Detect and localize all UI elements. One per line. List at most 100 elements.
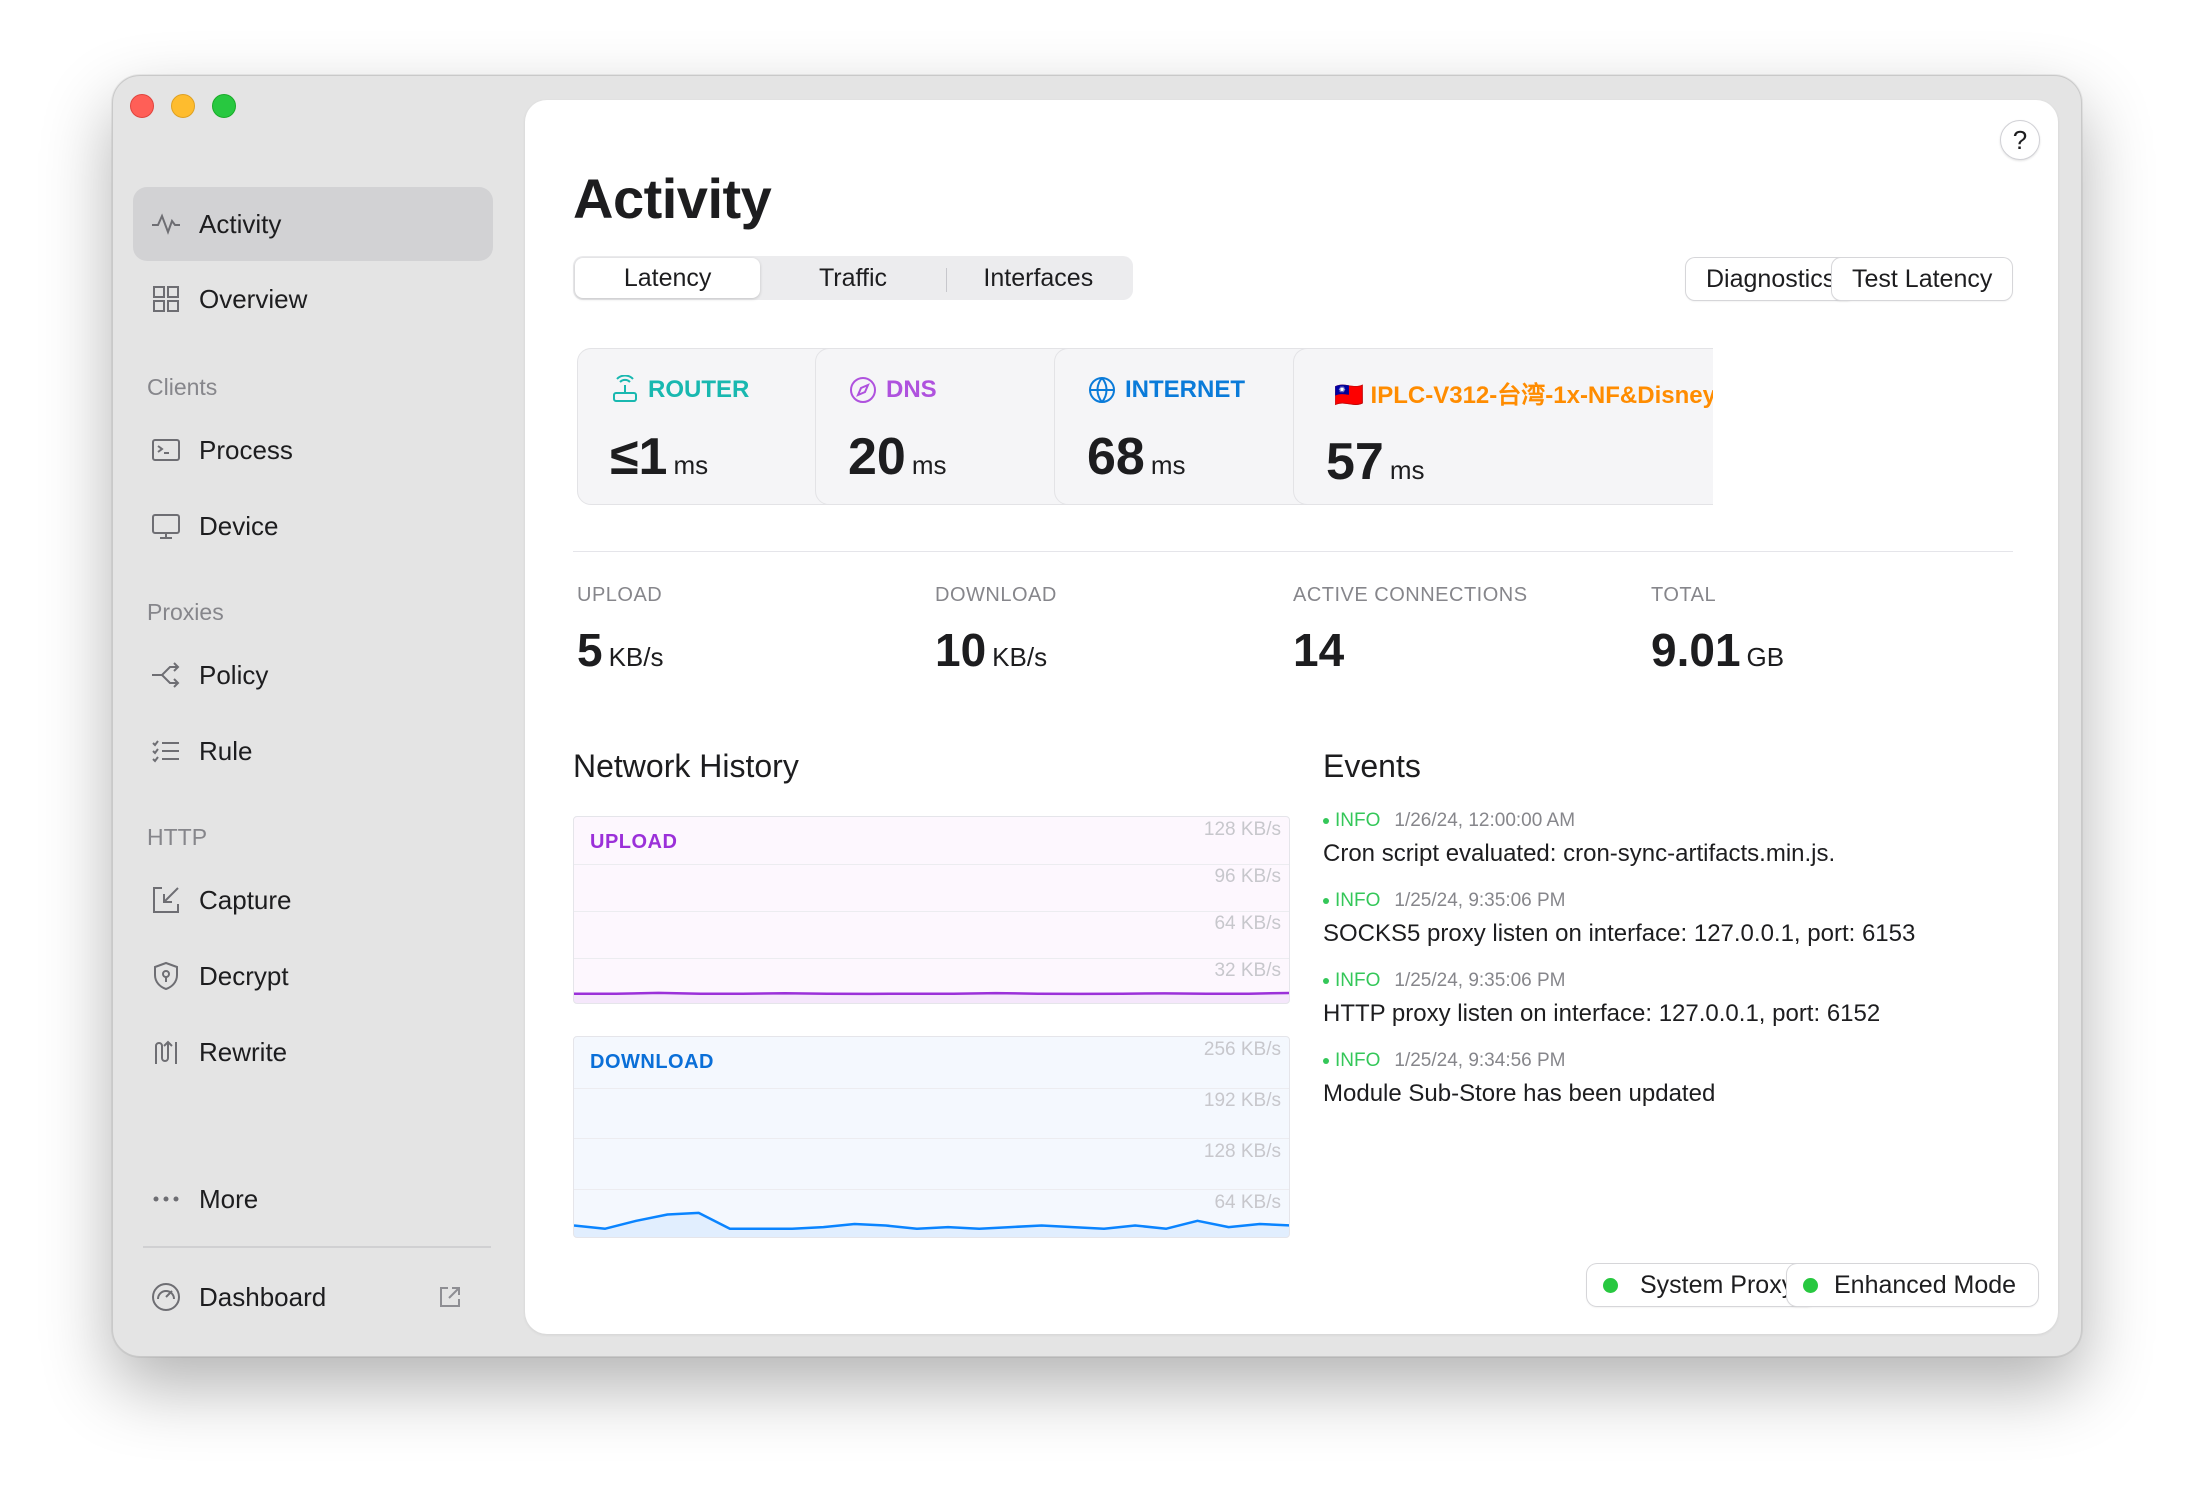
chart-series-line — [574, 991, 1289, 996]
zoom-window-button[interactable] — [212, 94, 236, 118]
upload-tick-label: 64 KB/s — [1214, 913, 1281, 934]
network-history-title: Network History — [573, 748, 799, 784]
event-message: SOCKS5 proxy listen on interface: 127.0.… — [1323, 920, 1916, 947]
router-icon — [613, 375, 637, 402]
total-stat-value: 9.01 — [1651, 624, 1741, 676]
dns-label: DNS — [886, 376, 937, 403]
tab-traffic[interactable]: Traffic — [818, 263, 888, 292]
chart-area — [574, 992, 1289, 1003]
event-time: 1/25/24, 9:35:06 PM — [1394, 970, 1566, 991]
sidebar-item-activity[interactable]: Activity — [133, 187, 493, 261]
sidebar-item-rule[interactable]: Rule — [133, 714, 493, 788]
window-controls — [130, 94, 236, 118]
event-level: INFO — [1335, 890, 1381, 911]
system-proxy-toggle[interactable]: System Proxy — [1587, 1264, 1817, 1306]
event-item[interactable]: INFO 1/25/24, 9:35:06 PM SOCKS5 proxy lis… — [1323, 890, 2023, 948]
download-chart[interactable]: DOWNLOAD 256 KB/s 192 KB/s 128 KB/s 64 K… — [573, 1036, 1290, 1238]
sidebar-item-label: Decrypt — [199, 960, 289, 991]
event-item[interactable]: INFO 1/25/24, 9:35:06 PM HTTP proxy liste… — [1323, 970, 2023, 1028]
activity-pulse-icon — [149, 207, 183, 241]
event-level: INFO — [1335, 1050, 1381, 1071]
sidebar-item-label: Process — [199, 434, 293, 465]
grid-icon — [149, 282, 183, 316]
download-stat-label: DOWNLOAD — [935, 584, 1057, 606]
upload-tick-label: 96 KB/s — [1214, 866, 1281, 887]
chart-area — [574, 1212, 1289, 1237]
sidebar-item-label: Dashboard — [199, 1281, 327, 1312]
sidebar-item-label: Overview — [199, 283, 308, 314]
page-title: Activity — [573, 167, 772, 230]
sidebar-item-decrypt[interactable]: Decrypt — [133, 939, 493, 1013]
diagnostics-button[interactable]: Diagnostics — [1686, 258, 1856, 300]
sidebar-item-device[interactable]: Device — [133, 489, 493, 563]
enhanced-mode-toggle[interactable]: Enhanced Mode — [1787, 1264, 2039, 1306]
upload-chart-svg — [574, 864, 1289, 1003]
event-item[interactable]: INFO 1/26/24, 12:00:00 AM Cron script eva… — [1323, 810, 2023, 868]
upload-tick-label: 128 KB/s — [1203, 819, 1281, 840]
capture-icon — [149, 883, 183, 917]
main-panel: ? Activity Latency Traffic Interfaces Di… — [525, 100, 2058, 1334]
download-stat-unit: KB/s — [992, 642, 1048, 672]
event-time: 1/25/24, 9:34:56 PM — [1394, 1050, 1566, 1071]
sidebar-item-dashboard[interactable]: Dashboard — [133, 1260, 493, 1334]
status-dot-icon — [1323, 818, 1329, 824]
event-time: 1/26/24, 12:00:00 AM — [1394, 810, 1576, 831]
total-stat-unit: GB — [1746, 642, 1785, 672]
router-latency-value: ≤1 — [610, 428, 668, 486]
sidebar-item-overview[interactable]: Overview — [133, 262, 493, 336]
upload-stat-unit: KB/s — [608, 642, 664, 672]
enhanced-mode-label: Enhanced Mode — [1834, 1270, 2017, 1299]
sidebar: Activity Overview Clients Process Device… — [113, 76, 523, 1356]
help-button[interactable]: ? — [2000, 120, 2040, 160]
upload-stat: UPLOAD 5 KB/s — [577, 584, 664, 677]
system-proxy-label: System Proxy — [1640, 1270, 1795, 1299]
app-window: Activity Overview Clients Process Device… — [112, 75, 2082, 1357]
gauge-icon — [149, 1280, 183, 1314]
shield-icon — [149, 959, 183, 993]
sidebar-item-policy[interactable]: Policy — [133, 638, 493, 712]
test-latency-button[interactable]: Test Latency — [1832, 258, 2013, 300]
sidebar-item-more[interactable]: More — [133, 1162, 493, 1236]
event-item[interactable]: INFO 1/25/24, 9:34:56 PM Module Sub-Store… — [1323, 1050, 2023, 1108]
internet-latency-unit: ms — [1150, 450, 1186, 480]
internet-card-header: INTERNET — [1087, 375, 1358, 405]
upload-chart[interactable]: UPLOAD 128 KB/s 96 KB/s 64 KB/s 32 KB/s — [573, 816, 1290, 1004]
dns-latency-unit: ms — [911, 450, 947, 480]
download-stat-value: 10 — [935, 624, 987, 676]
close-window-button[interactable] — [130, 94, 154, 118]
sidebar-item-process[interactable]: Process — [133, 413, 493, 487]
download-tick-label: 64 KB/s — [1214, 1192, 1281, 1213]
sidebar-item-label: Rule — [199, 735, 253, 766]
event-message: Module Sub-Store has been updated — [1323, 1080, 1716, 1107]
router-card-header: ROUTER — [610, 375, 881, 405]
event-level: INFO — [1335, 810, 1381, 831]
globe-icon — [1089, 377, 1115, 403]
events-list: INFO 1/26/24, 12:00:00 AM Cron script eva… — [1323, 810, 2023, 1130]
sidebar-item-rewrite[interactable]: Rewrite — [133, 1015, 493, 1089]
proxy-label: 🇹🇼 IPLC-V312-台湾-1x-NF&Disney&动 — [1334, 382, 1713, 409]
sidebar-item-label: More — [199, 1183, 259, 1214]
router-label: ROUTER — [648, 376, 750, 403]
view-tabs: Latency Traffic Interfaces — [573, 256, 1133, 300]
event-time: 1/25/24, 9:35:06 PM — [1394, 890, 1566, 911]
tab-interfaces[interactable]: Interfaces — [945, 258, 1131, 298]
sidebar-item-capture[interactable]: Capture — [133, 863, 493, 937]
rewrite-arrows-icon — [149, 1035, 183, 1069]
active-connections-stat[interactable]: ACTIVE CONNECTIONS 14 — [1293, 584, 1528, 677]
connections-stat-value: 14 — [1293, 624, 1345, 676]
router-latency-unit: ms — [673, 450, 709, 480]
upload-stat-value: 5 — [577, 624, 603, 676]
download-chart-svg — [574, 1088, 1289, 1237]
status-on-dot-icon — [1603, 1277, 1618, 1293]
chart-series-line — [574, 1211, 1289, 1230]
sidebar-item-label: Policy — [199, 659, 269, 690]
upload-tick-label: 32 KB/s — [1214, 960, 1281, 981]
sidebar-item-label: Capture — [199, 884, 292, 915]
tab-latency[interactable]: Latency — [575, 258, 761, 298]
minimize-window-button[interactable] — [171, 94, 195, 118]
events-title: Events — [1323, 748, 1421, 784]
internet-latency-value: 68 — [1087, 428, 1145, 486]
status-dot-icon — [1323, 978, 1329, 984]
section-label-proxies: Proxies — [147, 599, 224, 625]
